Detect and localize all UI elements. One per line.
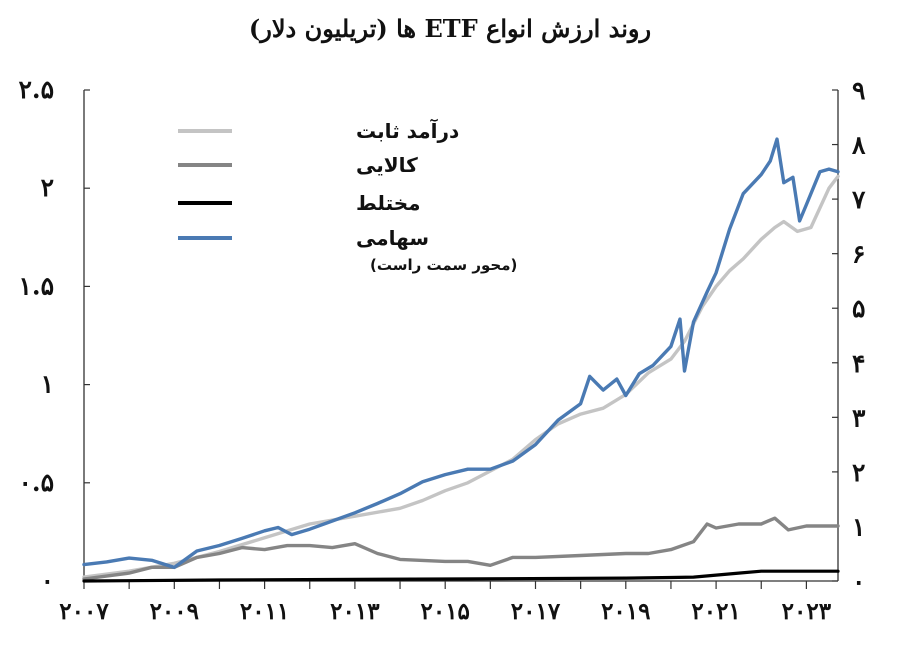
chart-title: روند ارزش انواع ETF ها (تریلیون دلار): [248, 14, 652, 43]
series-line-3: [82, 569, 840, 583]
x-tick-label: ۲۰۲۳: [782, 598, 832, 625]
right-y-tick-label: ۹: [852, 76, 865, 105]
legend-label: سهامی: [356, 226, 429, 250]
series-line-4: [82, 137, 840, 570]
right-y-tick-label: ۰: [852, 567, 865, 596]
left-y-tick-label: ۰.۵: [18, 468, 54, 497]
left-y-tick-label: ۲: [41, 173, 54, 202]
right-y-tick-label: ۴: [852, 349, 865, 378]
series-layer: [82, 137, 840, 583]
left-y-tick-label: ۱: [41, 370, 54, 399]
x-tick-label: ۲۰۱۷: [511, 598, 561, 625]
x-tick-label: ۲۰۱۱: [240, 598, 289, 625]
x-tick-label: ۲۰۰۷: [59, 598, 109, 625]
right-y-tick-label: ۳: [852, 403, 866, 432]
right-y-tick-label: ۵: [852, 294, 865, 323]
right-y-tick-label: ۷: [851, 185, 866, 214]
legend-label: کالایی: [356, 153, 418, 177]
right-y-tick-label: ۶: [852, 240, 865, 269]
legend-label: مختلط: [356, 191, 421, 215]
left-y-tick-label: ۱.۵: [18, 271, 54, 300]
x-tick-label: ۲۰۱۳: [330, 598, 380, 625]
chart-axes: ۰ ۰.۵ ۱ ۱.۵ ۲ ۲.۵ ۰ ۱ ۲ ۳ ۴ ۵ ۶ ۷ ۸ ۹ ۲۰۰۷ ۲۰۰۹ ۲۰۱۱ ۲۰۱۳ ۲۰…: [18, 75, 866, 625]
left-y-tick-label: ۲.۵: [18, 75, 54, 104]
right-y-tick-label: ۲: [852, 458, 865, 487]
legend-note: (محور سمت راست): [370, 256, 517, 274]
right-y-tick-label: ۱: [852, 512, 865, 541]
right-y-tick-label: ۸: [851, 131, 866, 160]
x-tick-label: ۲۰۰۹: [150, 598, 199, 625]
x-tick-label: ۲۰۲۱: [691, 598, 740, 625]
series-line-1: [82, 174, 840, 579]
left-y-tick-label: ۰: [41, 566, 54, 595]
legend: درآمد ثابت کالایی مختلط سهامی (محور سمت راست…: [178, 118, 517, 274]
legend-label: درآمد ثابت: [356, 118, 459, 143]
x-tick-label: ۲۰۱۵: [420, 598, 469, 625]
series-line-2: [82, 516, 840, 581]
x-tick-label: ۲۰۱۹: [601, 598, 650, 625]
